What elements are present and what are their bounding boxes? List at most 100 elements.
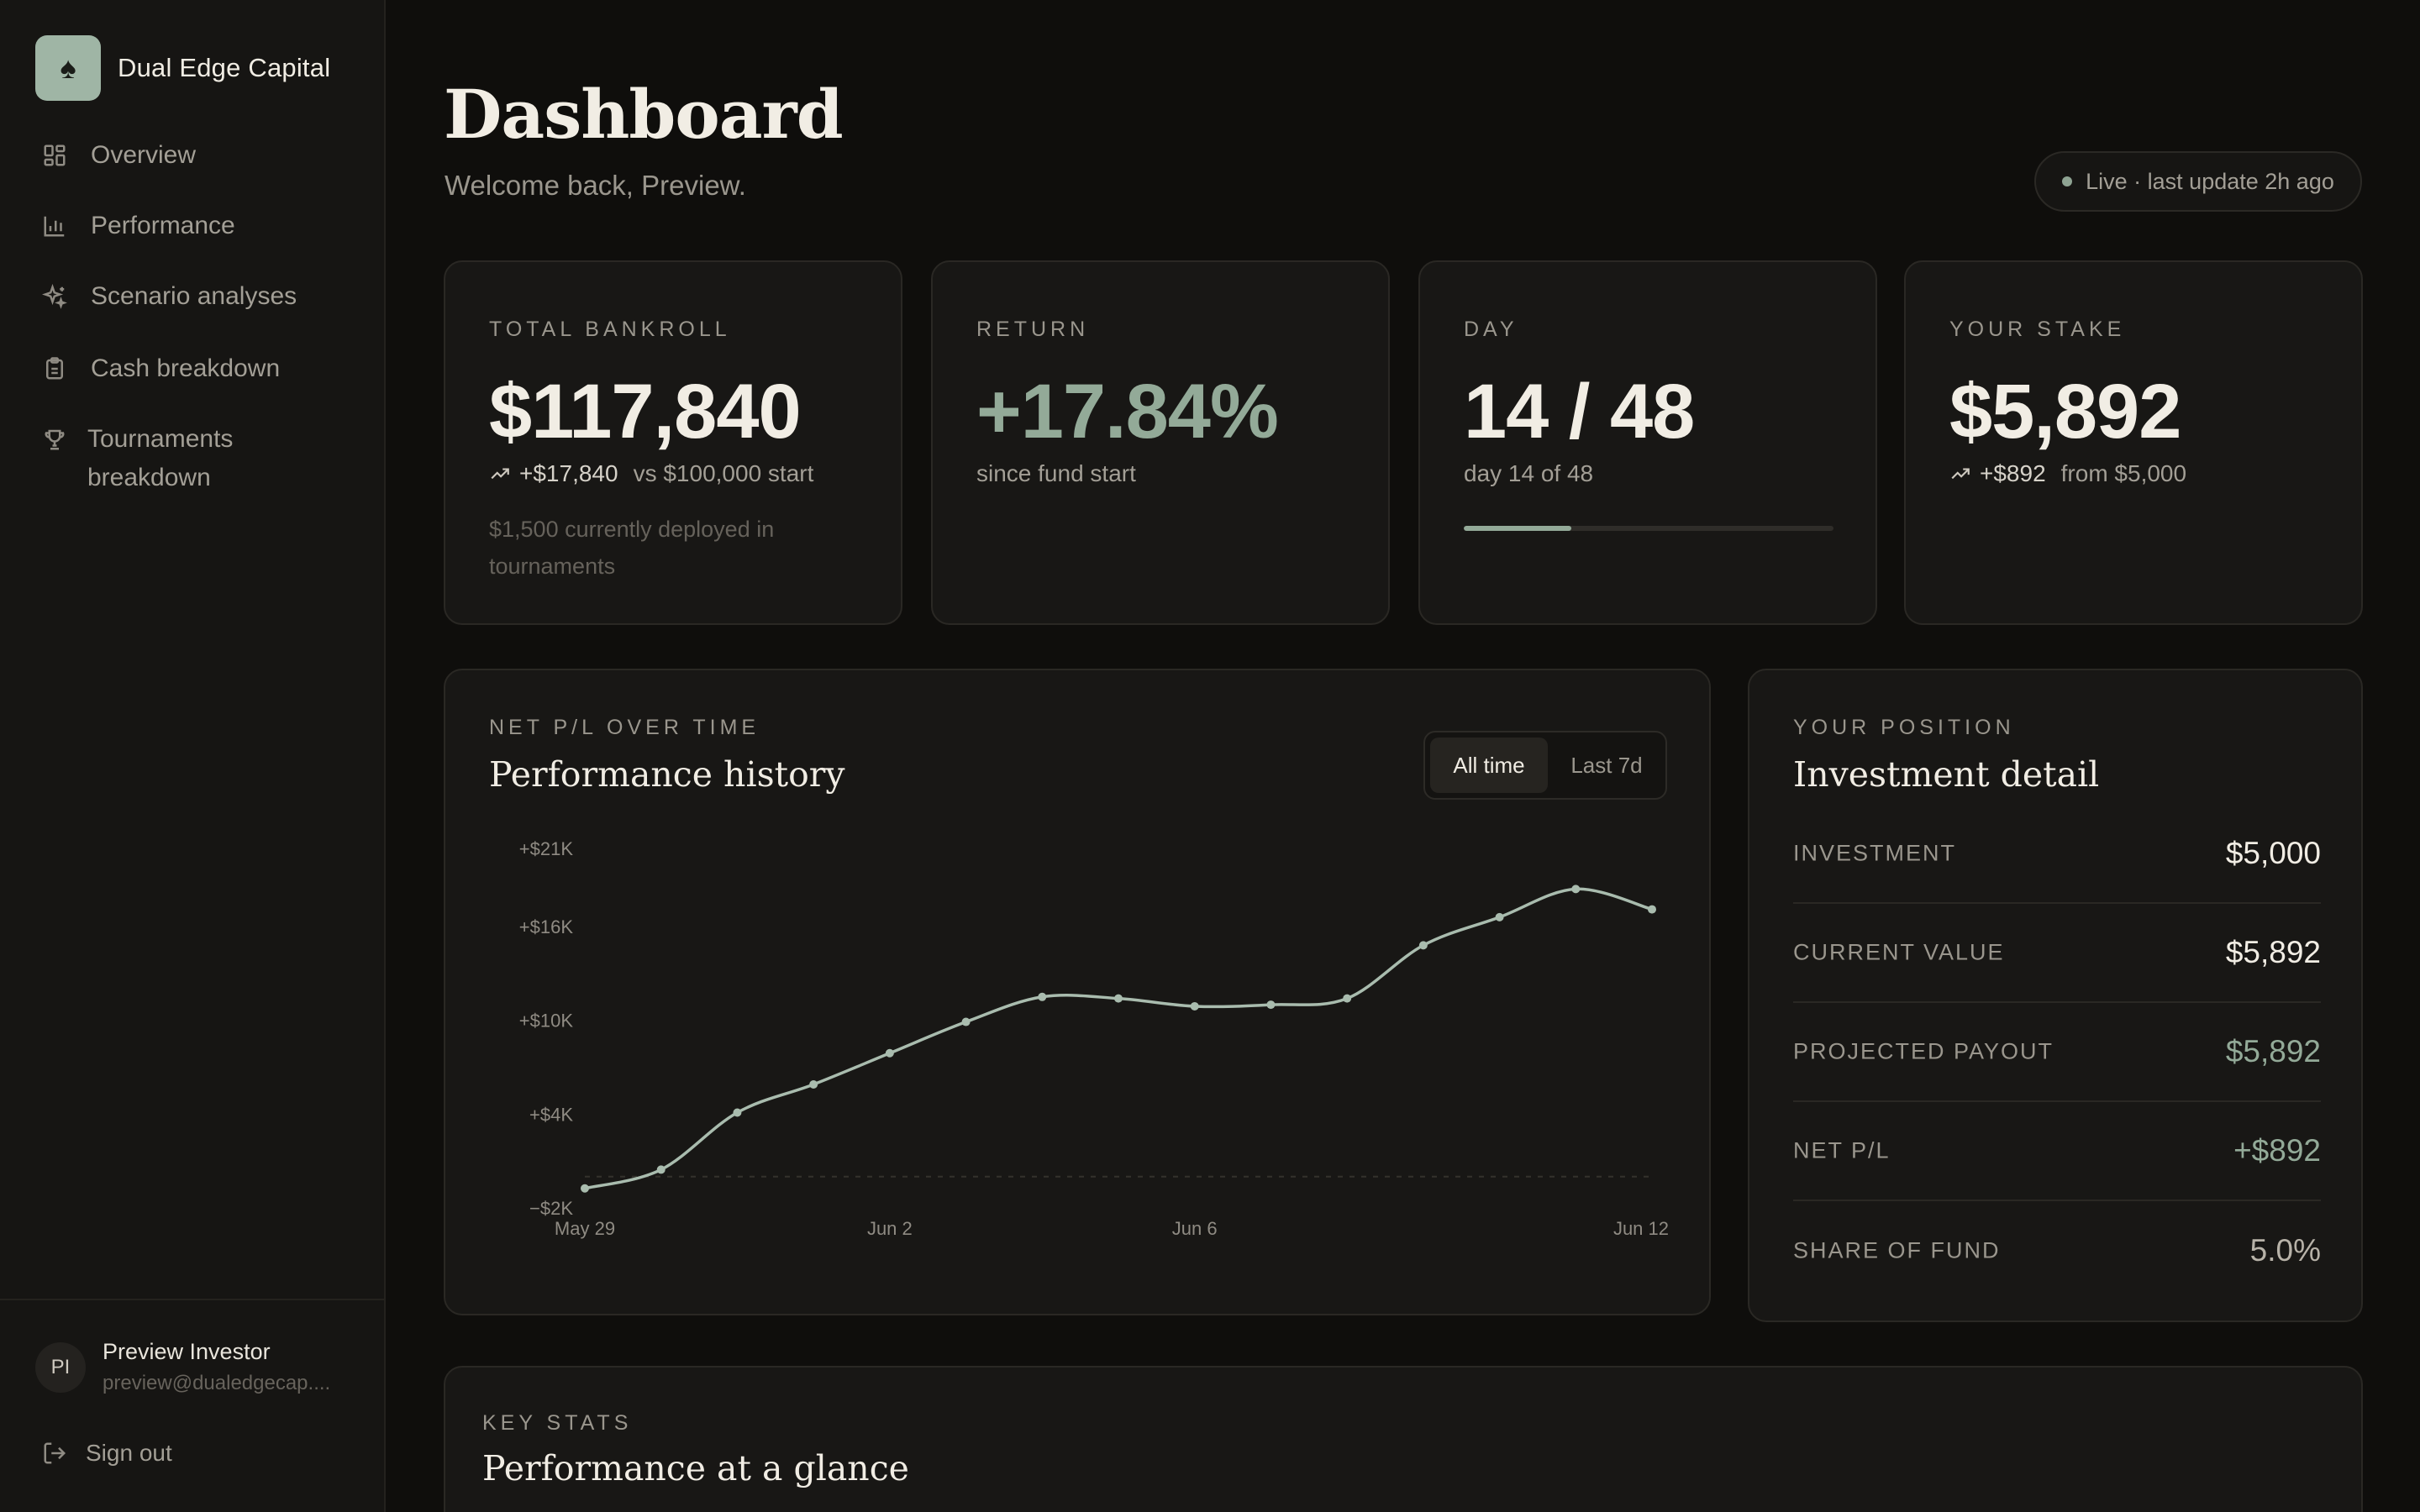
kpi-delta-value: +$17,840 (519, 460, 618, 486)
sidebar-item-overview[interactable]: Overview (42, 136, 196, 175)
data-point (1266, 1000, 1276, 1010)
section-label: NET P/L OVER TIME (489, 716, 760, 739)
data-point (1190, 1001, 1199, 1011)
kpi-delta: +$892 (1949, 460, 2046, 487)
kpi-delta-value: +$892 (1980, 460, 2046, 486)
data-point (961, 1017, 971, 1026)
user-email: preview@dualedgecap.... (103, 1372, 331, 1394)
user-profile[interactable]: PI Preview Investor preview@dualedgecap.… (35, 1337, 346, 1398)
x-tick-label: Jun 2 (867, 1218, 913, 1239)
section-title: Performance history (489, 754, 845, 795)
brand-name: Dual Edge Capital (118, 53, 331, 82)
kpi-value: $117,840 (489, 369, 802, 454)
kpi-delta-text: from $5,000 (2060, 460, 2187, 486)
trend-up-icon (1951, 468, 1970, 480)
section-label: YOUR POSITION (1793, 716, 2015, 739)
kpi-value: $5,892 (1949, 369, 2181, 454)
detail-row-share-of-fund: SHARE OF FUND 5.0% (1793, 1201, 2321, 1300)
data-point (656, 1165, 666, 1174)
key-stats-card: KEY STATS Performance at a glance (444, 1366, 2363, 1512)
trend-up-icon (491, 468, 509, 480)
brand[interactable]: ♠ Dual Edge Capital (35, 35, 330, 101)
sparkle-icon (42, 277, 71, 316)
sidebar-item-cash-breakdown[interactable]: Cash breakdown (42, 349, 280, 388)
sign-out-button[interactable]: Sign out (42, 1440, 172, 1467)
detail-value: $5,892 (2225, 1034, 2321, 1068)
trophy-icon (42, 420, 67, 459)
section-label: KEY STATS (482, 1411, 633, 1435)
time-range-toggle: All time Last 7d (1423, 731, 1667, 800)
sidebar-item-tournaments-breakdown[interactable]: Tournaments breakdown (42, 420, 294, 497)
detail-value: 5.0% (2249, 1233, 2321, 1268)
detail-label: SHARE OF FUND (1793, 1237, 2001, 1263)
data-point (733, 1108, 742, 1117)
sidebar-item-label: Overview (91, 141, 197, 169)
bar-chart-icon (42, 207, 71, 245)
x-tick-label: May 29 (555, 1218, 615, 1239)
detail-label: PROJECTED PAYOUT (1793, 1038, 2054, 1064)
live-status-text: Live · last update 2h ago (2086, 168, 2334, 194)
section-title: Performance at a glance (482, 1448, 909, 1488)
performance-history-card: NET P/L OVER TIME Performance history Al… (444, 669, 1711, 1315)
detail-label: NET P/L (1793, 1137, 1891, 1163)
sign-out-label: Sign out (86, 1440, 172, 1466)
page-title: Dashboard (444, 75, 844, 154)
detail-value: $5,892 (2225, 935, 2321, 969)
data-point (1114, 994, 1123, 1003)
kpi-label: YOUR STAKE (1949, 318, 2126, 341)
y-tick-label: +$21K (519, 838, 574, 859)
sidebar-item-label: Scenario analyses (91, 282, 297, 310)
kpi-delta: +$17,840 (489, 460, 618, 487)
toggle-last-7d[interactable]: Last 7d (1570, 752, 1643, 778)
kpi-sub: +$17,840 vs $100,000 start (489, 460, 813, 487)
day-progress-fill (1464, 526, 1572, 531)
data-point (1418, 941, 1428, 950)
kpi-label: TOTAL BANKROLL (489, 318, 731, 341)
toggle-all-time[interactable]: All time (1430, 738, 1548, 793)
x-tick-label: Jun 12 (1613, 1218, 1669, 1239)
sidebar-divider (0, 1299, 386, 1300)
data-point (1038, 992, 1047, 1001)
y-tick-label: −$2K (529, 1198, 573, 1219)
sidebar-item-label: Performance (91, 212, 235, 239)
data-point (581, 1184, 589, 1193)
kpi-sub: +$892 from $5,000 (1949, 460, 2186, 487)
detail-label: CURRENT VALUE (1793, 939, 2005, 965)
data-point (885, 1048, 894, 1058)
detail-value: +$892 (2233, 1133, 2321, 1168)
kpi-label: DAY (1464, 318, 1518, 341)
data-point (1495, 912, 1504, 921)
y-tick-label: +$4K (529, 1104, 573, 1125)
day-progress-bar (1464, 526, 1833, 531)
kpi-delta-text: vs $100,000 start (633, 460, 814, 486)
detail-row-current-value: CURRENT VALUE $5,892 (1793, 904, 2321, 1003)
investment-detail-card: YOUR POSITION Investment detail INVESTME… (1748, 669, 2363, 1322)
data-point (1343, 994, 1352, 1003)
sign-out-icon (44, 1442, 66, 1464)
data-point (809, 1079, 818, 1089)
live-dot-icon (2062, 176, 2073, 186)
clipboard-icon (42, 349, 71, 388)
kpi-value: 14 / 48 (1464, 369, 1695, 454)
data-point (1571, 885, 1581, 894)
sidebar-item-performance[interactable]: Performance (42, 207, 235, 245)
detail-row-investment: INVESTMENT $5,000 (1793, 805, 2321, 904)
x-tick-label: Jun 6 (1172, 1218, 1218, 1239)
kpi-sub: day 14 of 48 (1464, 460, 1594, 486)
page-subtitle: Welcome back, Preview. (445, 170, 746, 201)
section-title: Investment detail (1793, 754, 2100, 795)
kpi-label: RETURN (976, 318, 1090, 341)
detail-label: INVESTMENT (1793, 840, 1957, 866)
spade-icon: ♠ (35, 35, 101, 101)
detail-row-projected-payout: PROJECTED PAYOUT $5,892 (1793, 1003, 2321, 1102)
kpi-sub: since fund start (976, 460, 1136, 486)
detail-row-net-pl: NET P/L +$892 (1793, 1102, 2321, 1201)
sidebar: ♠ Dual Edge Capital Overview Performance… (0, 0, 386, 1512)
y-tick-label: +$10K (519, 1011, 574, 1032)
series-line (583, 887, 1654, 1190)
y-tick-label: +$16K (519, 916, 574, 937)
sidebar-item-scenario-analyses[interactable]: Scenario analyses (42, 277, 297, 316)
avatar: PI (35, 1342, 86, 1393)
kpi-card-day: DAY 14 / 48 day 14 of 48 (1418, 260, 1877, 625)
